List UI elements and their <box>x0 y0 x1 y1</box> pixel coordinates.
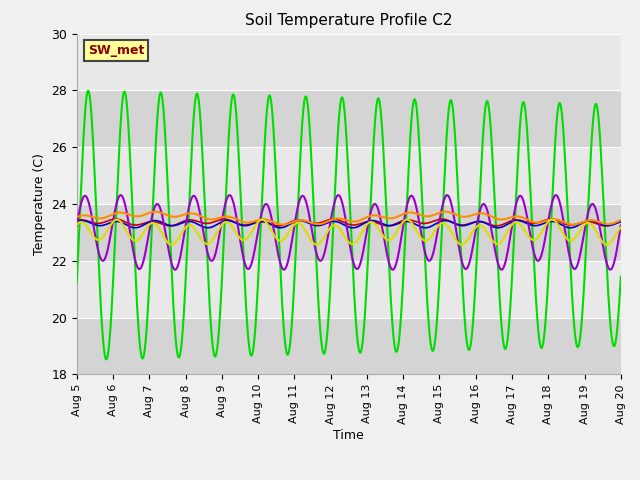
X-axis label: Time: Time <box>333 429 364 442</box>
Y-axis label: Temperature (C): Temperature (C) <box>33 153 45 255</box>
Title: Soil Temperature Profile C2: Soil Temperature Profile C2 <box>245 13 452 28</box>
Legend: -32cm, -8cm, -2cm, TC_temp15, TC_temp16, TC_temp17: -32cm, -8cm, -2cm, TC_temp15, TC_temp16,… <box>100 475 597 480</box>
Bar <box>77 204 621 261</box>
Text: SW_met: SW_met <box>88 44 144 57</box>
Bar <box>77 90 621 147</box>
Bar <box>77 147 621 204</box>
Bar <box>77 318 621 374</box>
Bar <box>77 261 621 318</box>
Bar <box>77 34 621 90</box>
